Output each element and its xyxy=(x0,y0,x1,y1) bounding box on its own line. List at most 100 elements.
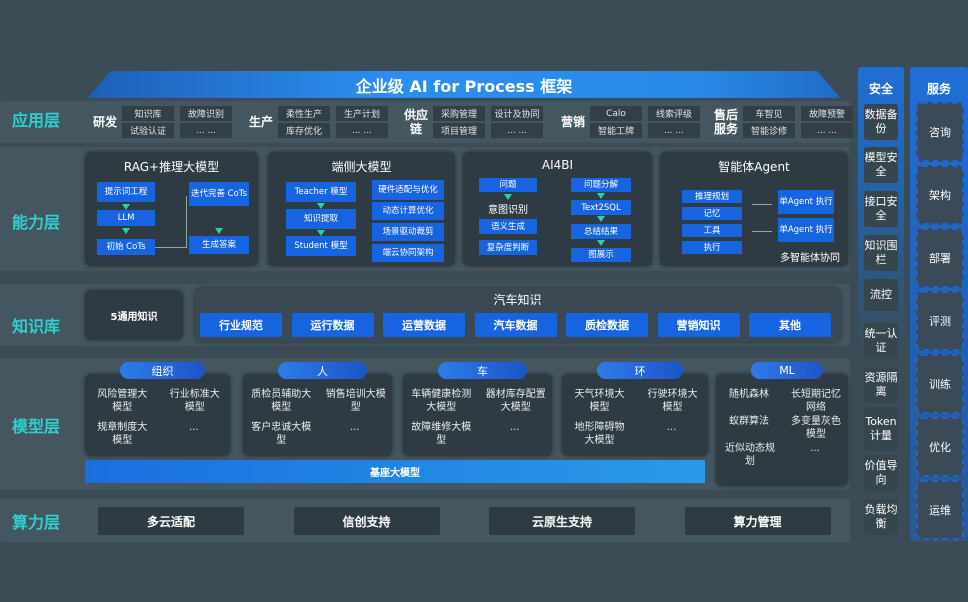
security-item[interactable]: 统一认证 xyxy=(864,323,898,359)
app-cell: 设计及协同 xyxy=(491,106,543,121)
arrow-down-icon xyxy=(597,216,605,222)
rag-step: LLM xyxy=(97,210,155,226)
compute-item: 云原生支持 xyxy=(489,507,635,535)
panel-rag: RAG+推理大模型 提示词工程 LLM 初始 CoTs 迭代完善 CoTs 生成… xyxy=(85,152,258,266)
arrow-down-icon xyxy=(215,228,223,234)
connector-line xyxy=(155,196,187,248)
panel-title: RAG+推理大模型 xyxy=(123,160,220,174)
service-item[interactable]: 评测 xyxy=(916,291,964,351)
auto-knowledge-title: 汽车知识 xyxy=(493,293,542,307)
security-title: 安全 xyxy=(868,82,893,96)
model-item: 故障维修大模型 xyxy=(411,422,472,446)
edge-step: 知识提取 xyxy=(286,209,356,229)
security-item[interactable]: 负载均衡 xyxy=(864,499,898,535)
model-panel-1 xyxy=(243,374,392,456)
base-model-bar: 基座大模型 xyxy=(85,460,705,483)
panel-title: AI4BI xyxy=(541,158,574,172)
security-item[interactable]: 模型安全 xyxy=(864,147,898,183)
knowledge-item-button[interactable]: 运营数据 xyxy=(383,313,465,337)
agent-exec: 单Agent 执行 xyxy=(778,218,834,242)
arrow-down-icon xyxy=(504,194,512,200)
model-item: 规章制度大模型 xyxy=(97,422,148,446)
panel-title: 端侧大模型 xyxy=(331,160,392,174)
app-cell: 线索评级 xyxy=(648,106,700,121)
app-group-0: 研发 知识库 故障识别 试验认证 ... ... xyxy=(92,104,232,140)
service-item[interactable]: 咨询 xyxy=(916,102,964,162)
security-item[interactable]: 知识围栏 xyxy=(864,235,898,271)
arrow-down-icon xyxy=(122,204,130,210)
ai4bi-step: 意图识别 xyxy=(488,205,528,216)
model-panel-2 xyxy=(403,374,552,456)
model-item: 地形障碍物大模型 xyxy=(574,422,625,446)
connector-line xyxy=(752,204,772,232)
agent-step: 工具 xyxy=(682,224,742,237)
app-cell: ... ... xyxy=(336,123,388,138)
edge-item: 端云协同架构 xyxy=(372,244,444,262)
app-cell: 车智见 xyxy=(743,106,795,121)
service-item[interactable]: 部署 xyxy=(916,228,964,288)
security-item[interactable]: 接口安全 xyxy=(864,191,898,227)
security-item[interactable]: 流控 xyxy=(864,279,898,311)
model-item: 多变量灰色模型 xyxy=(791,416,841,440)
arrow-down-icon xyxy=(317,203,325,209)
agent-exec: 单Agent 执行 xyxy=(778,190,834,214)
general-knowledge: 5通用知识 xyxy=(85,290,183,340)
app-cell: 试验认证 xyxy=(122,123,174,138)
service-item[interactable]: 架构 xyxy=(916,165,964,225)
ai4bi-step: Text2SQL xyxy=(571,200,631,215)
knowledge-item-button[interactable]: 汽车数据 xyxy=(474,313,557,337)
layer-label-model: 模型层 xyxy=(12,417,61,436)
app-cell: 采购管理 xyxy=(433,106,485,121)
knowledge-item-button[interactable]: 其他 xyxy=(749,313,831,337)
model-item: 天气环境大模型 xyxy=(574,389,625,413)
knowledge-item-button[interactable]: 运行数据 xyxy=(291,313,374,337)
model-item: 行业标准大模型 xyxy=(169,389,220,413)
edge-item: 动态计算优化 xyxy=(372,202,444,220)
model-panel-4 xyxy=(716,374,848,486)
ai4bi-step: 问题 xyxy=(479,178,537,192)
model-item: 器材库存配置大模型 xyxy=(485,389,546,413)
agent-step: 推理规划 xyxy=(682,190,742,203)
security-item[interactable]: 价值导向 xyxy=(864,455,898,491)
compute-item: 算力管理 xyxy=(684,507,831,535)
app-group-name: 研发 xyxy=(92,115,117,129)
ai4bi-step: 复杂度判断 xyxy=(479,240,537,255)
framework-title: 企业级 AI for Process 框架 xyxy=(88,71,840,98)
service-title: 服务 xyxy=(926,82,951,96)
knowledge-item-button[interactable]: 质检数据 xyxy=(566,313,648,337)
model-item: 行驶环境大模型 xyxy=(647,389,698,413)
app-cells: 采购管理 设计及协同 项目管理 ... ... xyxy=(433,106,543,138)
security-item[interactable]: Token计量 xyxy=(864,407,898,451)
model-item: ... xyxy=(810,443,820,454)
app-cell: ... ... xyxy=(180,123,232,138)
model-item: ... xyxy=(509,422,520,433)
model-tag: ML xyxy=(751,362,823,379)
app-group-name: 生产 xyxy=(248,115,273,129)
app-group-name: 售后服务 xyxy=(713,108,738,136)
edge-item: 硬件适配与优化 xyxy=(372,180,444,200)
model-tag: 车 xyxy=(438,362,527,379)
panel-edge-model: 端侧大模型 Teacher 模型 知识提取 Student 模型 硬件适配与优化… xyxy=(268,152,455,266)
app-cells: 柔性生产 生产计划 库存优化 ... ... xyxy=(278,106,388,138)
panel-agent: 智能体Agent 推理规划 记忆 工具 执行 单Agent 执行 单Agent … xyxy=(660,152,848,266)
app-cell: ... ... xyxy=(801,123,853,138)
service-item[interactable]: 运维 xyxy=(916,480,964,540)
app-cell: ... ... xyxy=(648,123,700,138)
compute-item: 多云适配 xyxy=(98,507,244,535)
service-item[interactable]: 训练 xyxy=(916,354,964,414)
app-cell: ... ... xyxy=(491,123,543,138)
model-tag: 环 xyxy=(597,362,683,379)
knowledge-item-button[interactable]: 行业规范 xyxy=(200,313,282,337)
knowledge-item-button[interactable]: 营销知识 xyxy=(657,313,740,337)
layer-label-app: 应用层 xyxy=(12,111,61,130)
service-item[interactable]: 优化 xyxy=(916,417,964,477)
security-item[interactable]: 数据备份 xyxy=(864,104,898,140)
panel-title: 智能体Agent xyxy=(718,160,790,174)
security-item[interactable]: 资源隔离 xyxy=(864,367,898,403)
app-cell: 智能工牌 xyxy=(590,123,642,138)
app-cell: 生产计划 xyxy=(336,106,388,121)
app-cell: 故障识别 xyxy=(180,106,232,121)
model-item: ... xyxy=(188,422,199,433)
model-tag: 组织 xyxy=(120,362,205,379)
model-item: 蚁群算法 xyxy=(729,416,769,427)
